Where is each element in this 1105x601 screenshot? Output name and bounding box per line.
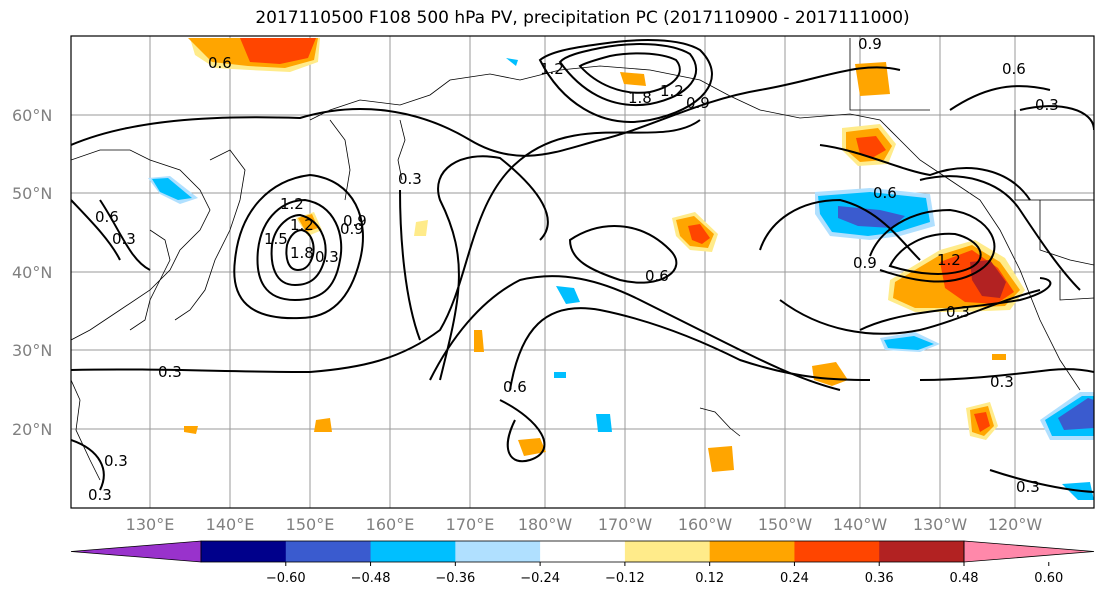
contour-label: 1.5	[264, 230, 288, 248]
lon-label: 150°W	[758, 515, 813, 534]
lat-label: 30°N	[12, 341, 52, 360]
colorbar-segment	[70, 540, 202, 563]
colorbar-tick-label: 0.12	[695, 571, 724, 586]
lon-label: 130°W	[913, 515, 968, 534]
lon-label: 180°W	[518, 515, 573, 534]
contour-label: 0.6	[503, 378, 527, 396]
lat-label: 60°N	[12, 106, 52, 125]
colorbar-segment	[709, 541, 795, 562]
colorbar-segment	[624, 541, 711, 562]
colorbar-tick-label: −0.60	[266, 571, 306, 586]
contour-label: 0.9	[686, 94, 710, 112]
lon-label: 140°E	[206, 515, 255, 534]
latitude-labels: 60°N 50°N 40°N 30°N 20°N	[12, 106, 52, 439]
lat-label: 50°N	[12, 184, 52, 203]
lon-label: 150°E	[286, 515, 335, 534]
lon-label: 170°W	[598, 515, 653, 534]
contour-label: 0.9	[343, 212, 367, 230]
colorbar-tick-label: 0.48	[950, 571, 979, 586]
contour-label: 0.9	[340, 220, 364, 238]
longitude-labels: 130°E 140°E 150°E 160°E 170°E 180°W 170°…	[126, 515, 1043, 534]
colorbar-tick-label: −0.12	[605, 571, 645, 586]
colorbar-tick-label: 0.36	[865, 571, 894, 586]
lon-label: 170°E	[446, 515, 495, 534]
contour-label: 0.3	[398, 170, 422, 188]
colorbar-segment	[794, 541, 880, 562]
contour-labels: 0.9 0.6 0.3 1.2 1.8 1.2 0.9 0.6 0.3 0.6 …	[88, 35, 1059, 504]
colorbar-segment	[285, 541, 372, 562]
colorbar-segment	[879, 541, 965, 562]
colorbar-segment	[963, 540, 1095, 563]
precip-shading	[148, 38, 1094, 500]
lon-label: 140°W	[833, 515, 888, 534]
contour-label: 0.9	[853, 254, 877, 272]
contour-label: 1.2	[290, 216, 314, 234]
lon-label: 160°W	[678, 515, 733, 534]
colorbar-segment	[201, 541, 287, 562]
colorbar-tick-label: −0.48	[351, 571, 391, 586]
colorbar-outline	[200, 540, 965, 563]
contour-label: 0.6	[208, 54, 232, 72]
contour-label: 0.6	[645, 267, 669, 285]
coastlines	[71, 38, 1094, 481]
lon-label: 120°W	[988, 515, 1043, 534]
lat-label: 20°N	[12, 420, 52, 439]
contour-label: 1.8	[290, 244, 314, 262]
colorbar-segment	[370, 541, 456, 562]
contour-label: 1.2	[937, 251, 961, 269]
contour-label: 0.3	[158, 363, 182, 381]
colorbar-segment	[540, 541, 626, 562]
contour-label: 0.6	[95, 208, 119, 226]
colorbar-tick-label: 0.60	[1034, 571, 1063, 586]
contour-label: 0.3	[315, 248, 339, 266]
colorbar-tick-label: −0.24	[520, 571, 560, 586]
contour-label: 0.3	[946, 303, 970, 321]
pv-contours	[71, 39, 1094, 493]
colorbar-tick-label: −0.36	[435, 571, 475, 586]
map-title: 2017110500 F108 500 hPa PV, precipitatio…	[255, 8, 910, 28]
contour-label: 0.6	[1002, 60, 1026, 78]
contour-label: 0.3	[88, 486, 112, 504]
colorbar: −0.60 −0.48 −0.36 −0.24 −0.12 0.12 0.24 0.36 0.4…	[70, 540, 1095, 586]
colorbar-tick-label: 0.24	[780, 571, 809, 586]
contour-label: 0.3	[104, 452, 128, 470]
contour-label: 0.9	[858, 35, 882, 53]
contour-label: 0.6	[873, 184, 897, 202]
contour-label: 0.3	[990, 373, 1014, 391]
contour-label: 1.2	[280, 195, 304, 213]
lon-label: 130°E	[126, 515, 175, 534]
colorbar-segment	[455, 541, 541, 562]
contour-label: 1.8	[628, 89, 652, 107]
contour-label: 0.3	[1035, 96, 1059, 114]
lon-label: 160°E	[366, 515, 415, 534]
map-border	[70, 35, 1095, 509]
lat-label: 40°N	[12, 263, 52, 282]
contour-label: 0.3	[1016, 478, 1040, 496]
graticule	[71, 36, 1094, 508]
contour-label: 1.2	[540, 60, 564, 78]
contour-label: 0.3	[112, 230, 136, 248]
contour-label: 1.2	[660, 82, 684, 100]
